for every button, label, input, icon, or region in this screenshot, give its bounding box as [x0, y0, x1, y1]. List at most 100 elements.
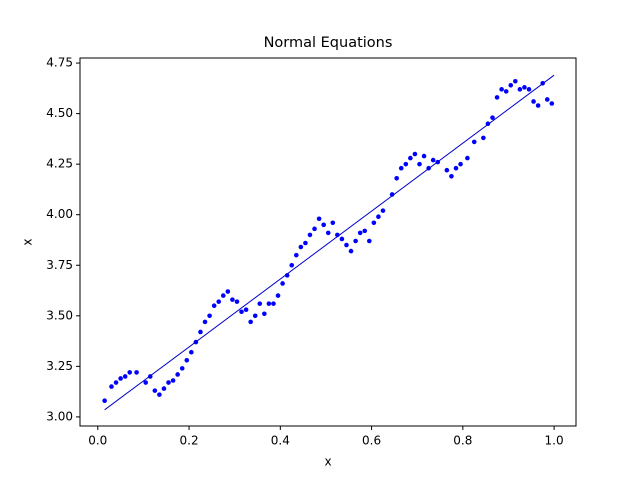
point — [362, 228, 368, 234]
point — [499, 87, 504, 92]
point — [366, 238, 372, 244]
point — [109, 384, 114, 389]
point — [339, 236, 345, 242]
point — [293, 252, 299, 258]
point — [102, 398, 107, 404]
x-tick-label: 0.4 — [271, 434, 290, 448]
point — [230, 297, 235, 302]
point — [266, 301, 272, 306]
point — [239, 309, 244, 315]
fit-line — [104, 74, 555, 411]
point — [494, 95, 500, 100]
chart-title: Normal Equations — [264, 35, 393, 51]
point — [202, 319, 208, 325]
point — [444, 167, 450, 173]
point — [161, 386, 167, 391]
point — [471, 139, 477, 145]
point — [403, 161, 409, 167]
point — [312, 226, 317, 232]
point — [526, 87, 532, 92]
y-tick-label: 4.25 — [46, 157, 73, 171]
point — [394, 176, 399, 181]
plot-frame — [79, 57, 577, 427]
point — [271, 301, 276, 306]
point — [243, 307, 249, 313]
point — [449, 173, 454, 179]
x-tick-label: 0.0 — [88, 434, 107, 448]
y-tick-label: 4.00 — [46, 207, 73, 221]
x-tick-label: 0.2 — [180, 434, 199, 448]
point — [298, 244, 304, 250]
point — [508, 82, 514, 88]
point — [398, 165, 404, 171]
point — [458, 161, 463, 167]
point — [321, 222, 326, 228]
point — [211, 303, 217, 308]
point — [453, 165, 459, 171]
point — [225, 289, 231, 294]
point — [408, 155, 413, 161]
point — [389, 192, 395, 197]
point — [517, 87, 523, 92]
point — [207, 313, 212, 319]
y-tick-label: 3.25 — [46, 359, 73, 373]
point — [348, 248, 354, 254]
point — [430, 157, 436, 163]
point — [143, 380, 149, 385]
point — [198, 329, 203, 335]
x-tick-label: 1.0 — [545, 434, 564, 448]
point — [307, 232, 313, 238]
point — [412, 151, 418, 157]
point — [490, 115, 495, 120]
point — [376, 214, 381, 220]
point — [421, 153, 427, 159]
point — [179, 366, 185, 371]
point — [275, 293, 281, 298]
point — [175, 372, 180, 377]
point — [234, 299, 240, 304]
point — [248, 319, 253, 325]
point — [252, 313, 258, 319]
point — [289, 262, 295, 268]
point — [325, 230, 331, 236]
x-tick-label: 0.6 — [362, 434, 381, 448]
point — [262, 311, 267, 317]
point — [220, 293, 226, 298]
point — [513, 78, 518, 84]
y-tick-label: 3.75 — [46, 258, 73, 272]
point — [166, 380, 171, 385]
x-axis-label: x — [324, 455, 331, 469]
point — [152, 388, 158, 393]
point — [357, 230, 363, 236]
point — [344, 242, 349, 248]
point — [531, 99, 536, 104]
point — [481, 135, 486, 141]
point — [189, 349, 194, 355]
point — [113, 380, 119, 385]
point — [380, 208, 386, 213]
point — [122, 374, 128, 379]
point — [184, 357, 190, 363]
point — [280, 281, 285, 286]
point — [157, 392, 162, 397]
point — [118, 376, 123, 381]
y-tick-label: 4.75 — [46, 56, 73, 70]
point — [127, 370, 133, 375]
x-tick-label: 0.8 — [453, 434, 472, 448]
point — [465, 155, 470, 161]
point — [522, 85, 527, 90]
point — [316, 216, 322, 222]
y-tick-label: 4.50 — [46, 106, 73, 120]
point — [330, 220, 336, 226]
y-tick-label: 3.50 — [46, 308, 73, 322]
point — [549, 101, 555, 106]
point — [216, 299, 222, 304]
point — [303, 240, 308, 246]
point — [535, 103, 541, 108]
y-axis-label: x — [21, 238, 35, 245]
point — [544, 97, 550, 102]
y-tick-label: 3.00 — [46, 409, 73, 423]
point — [170, 378, 176, 383]
